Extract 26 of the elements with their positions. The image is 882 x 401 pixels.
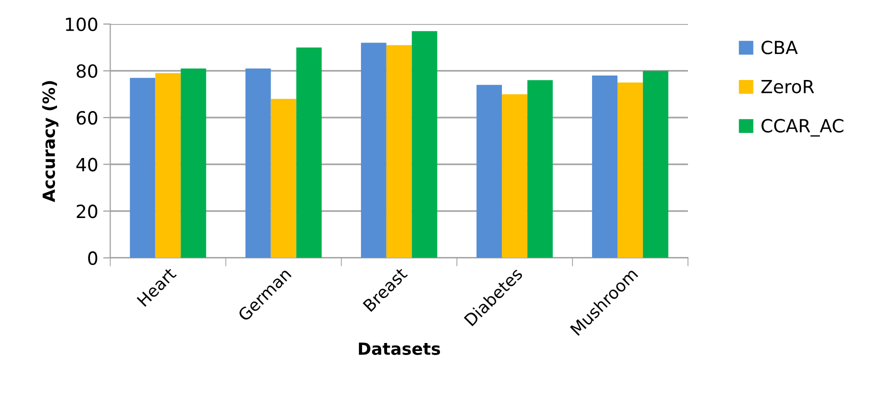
y-tick-label: 60 (76, 111, 98, 125)
y-tick-label: 80 (76, 64, 98, 78)
bar (270, 98, 296, 258)
y-axis-title: Accuracy (%) (42, 81, 58, 202)
y-tick-label: 20 (76, 204, 98, 218)
bar (386, 45, 412, 258)
bar (360, 42, 386, 258)
bar (296, 47, 322, 258)
bar (180, 68, 206, 258)
legend-label: ZeroR (761, 80, 814, 94)
legend-label: CBA (762, 40, 798, 54)
bar (155, 73, 181, 258)
bar (412, 31, 438, 258)
bar (245, 68, 271, 258)
legend-label: CCAR_AC (762, 118, 844, 137)
y-tick-label: 100 (66, 18, 98, 32)
bar (476, 84, 502, 258)
y-tick-label: 40 (76, 158, 98, 172)
bar (502, 94, 528, 258)
bar (592, 75, 618, 258)
bar (642, 70, 668, 258)
y-tick-label: 0 (88, 251, 98, 265)
bar (617, 82, 643, 258)
x-axis-title: Datasets (358, 342, 440, 355)
bar (130, 78, 156, 258)
bar (527, 80, 553, 258)
